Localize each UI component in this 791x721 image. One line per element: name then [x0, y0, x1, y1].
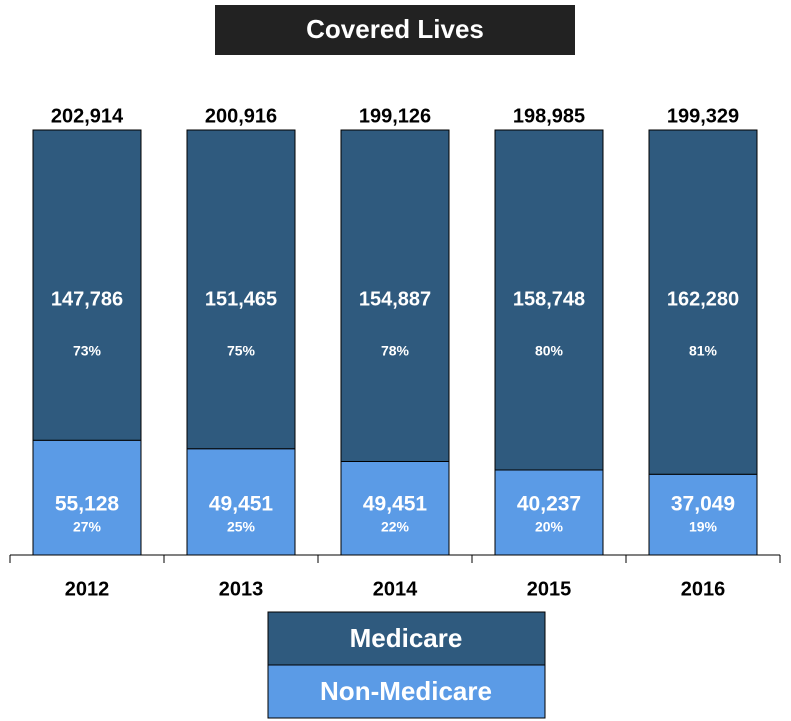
percent-label: 75% [227, 343, 256, 359]
chart-title: Covered Lives [306, 14, 484, 44]
percent-label: 19% [689, 519, 718, 535]
x-tick-label: 2014 [373, 578, 418, 600]
percent-label: 73% [73, 343, 102, 359]
percent-label: 22% [381, 519, 410, 535]
total-label: 199,126 [359, 105, 431, 127]
bar-segment [648, 473, 758, 556]
bar-segment [32, 129, 142, 441]
count-label: 49,451 [363, 493, 428, 516]
bar-segment [186, 448, 296, 556]
total-label: 199,329 [667, 105, 739, 127]
bar-segment [648, 129, 758, 475]
percent-label: 81% [689, 343, 718, 359]
bar-segment [340, 461, 450, 556]
bar-segment [494, 469, 604, 556]
legend-swatch [267, 611, 546, 666]
count-label: 162,280 [667, 288, 739, 310]
percent-label: 80% [535, 343, 564, 359]
count-label: 37,049 [671, 493, 735, 516]
legend-label: Non-Medicare [320, 676, 492, 706]
bar-segment [494, 129, 604, 471]
legend-label: Medicare [350, 623, 463, 653]
count-label: 147,786 [51, 288, 123, 310]
count-label: 55,128 [55, 493, 120, 516]
bar-segment [340, 129, 450, 462]
total-label: 198,985 [513, 105, 585, 127]
percent-label: 27% [73, 519, 102, 535]
legend-swatch [267, 664, 546, 719]
title-box [215, 5, 575, 55]
x-tick-label: 2015 [527, 578, 572, 600]
x-tick-label: 2012 [65, 578, 110, 600]
x-tick-label: 2013 [219, 578, 264, 600]
count-label: 40,237 [517, 493, 581, 516]
count-label: 151,465 [205, 288, 277, 310]
count-label: 154,887 [359, 288, 431, 310]
percent-label: 78% [381, 343, 410, 359]
bar-segment [186, 129, 296, 450]
percent-label: 20% [535, 519, 564, 535]
total-label: 200,916 [205, 105, 277, 127]
total-label: 202,914 [51, 105, 124, 127]
percent-label: 25% [227, 519, 256, 535]
count-label: 49,451 [209, 493, 274, 516]
x-tick-label: 2016 [681, 578, 726, 600]
count-label: 158,748 [513, 288, 585, 310]
